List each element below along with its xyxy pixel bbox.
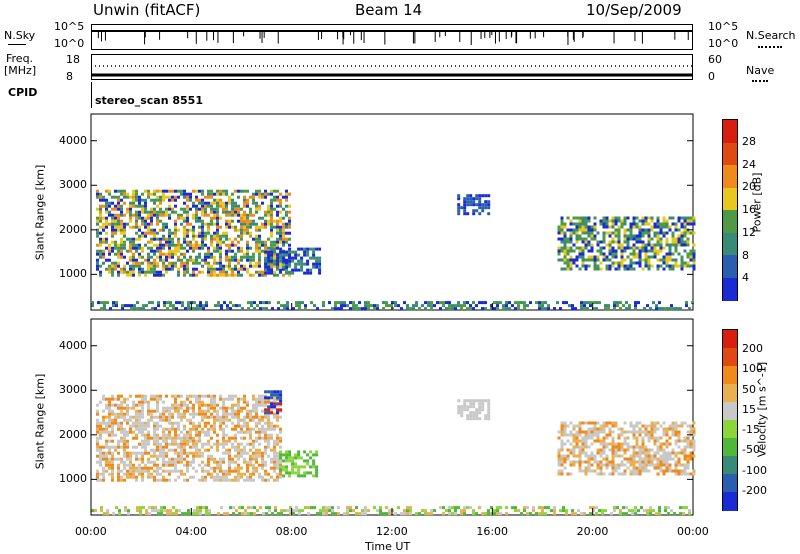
y-tick-label: 3000 [59, 178, 87, 192]
colorbar-tick-label: -200 [742, 483, 767, 497]
colorbar-segment [723, 142, 737, 166]
colorbar-segment [723, 366, 737, 385]
nsky-label: N.Sky [4, 29, 36, 42]
nave-label: Nave [746, 64, 775, 77]
colorbar-tick-label: 100 [742, 362, 763, 376]
power-colorbar [722, 119, 738, 301]
data-region-1-5 [91, 506, 691, 516]
plot-frame-1 [90, 318, 694, 516]
colorbar-segment [723, 474, 737, 493]
colorbar-segment [723, 438, 737, 457]
freq-label-2: [MHz] [4, 64, 37, 77]
colorbar-segment [723, 348, 737, 367]
colorbar-segment [723, 120, 737, 144]
cpid-label: CPID [8, 86, 38, 99]
data-region-1-2 [279, 450, 319, 478]
colorbar-tick-label: -15 [742, 423, 760, 437]
colorbar-tick-label: 4 [742, 271, 749, 285]
colorbar-segment [723, 277, 737, 301]
nsearch-legend-line [758, 46, 782, 48]
power-ylabel: Slant Range [km] [33, 164, 47, 261]
nave-legend-line [752, 80, 768, 82]
x-tick-label: 20:00 [576, 525, 609, 538]
x-tick-label: 08:00 [275, 525, 308, 538]
plot-frame-0 [90, 113, 694, 311]
freq-tick-lo: 8 [66, 70, 73, 83]
colorbar-tick-label: 24 [742, 157, 756, 171]
colorbar-segment [723, 456, 737, 475]
data-region-0-3 [557, 216, 696, 271]
y-tick-label: 1000 [59, 267, 87, 281]
colorbar-segment [723, 402, 737, 421]
y-tick-label: 4000 [59, 133, 87, 147]
colorbar-tick-label: 16 [742, 203, 756, 216]
nsearch-label: N.Search [746, 29, 796, 42]
nsearch-tick-lo: 10^0 [708, 37, 739, 50]
freq-tick-hi: 18 [66, 53, 80, 66]
colorbar-segment [723, 165, 737, 189]
nsky-tick-lo: 10^0 [54, 37, 85, 50]
y-tick-label: 3000 [59, 383, 87, 397]
colorbar-tick-label: 200 [742, 342, 763, 356]
colorbar-segment [723, 210, 737, 234]
nsky-panel [91, 24, 693, 50]
nsky-legend-line [8, 44, 26, 45]
nave-tick-lo: 0 [708, 70, 715, 83]
date-title: 10/Sep/2009 [586, 1, 682, 19]
colorbar-tick-label: 8 [742, 248, 749, 262]
x-tick-label: 12:00 [376, 525, 408, 538]
cpid-panel [91, 82, 693, 108]
x-tick-label: 04:00 [175, 525, 208, 538]
data-region-0-2 [457, 194, 491, 216]
data-region-1-3 [457, 399, 491, 421]
freq-label-1: Freq. [6, 52, 34, 65]
colorbar-tick-label: -100 [742, 463, 767, 477]
colorbar-tick-label: 50 [742, 382, 756, 396]
velocity-ylabel: Slant Range [km] [33, 373, 47, 470]
y-tick-label: 2000 [59, 222, 87, 236]
data-region-0-4 [91, 301, 694, 311]
colorbar-segment [723, 232, 737, 256]
data-region-1-1 [264, 390, 283, 415]
nsky-tick-hi: 10^5 [54, 20, 85, 33]
velocity-colorbar [722, 329, 738, 511]
data-region-0-0 [96, 189, 291, 277]
y-tick-label: 4000 [59, 338, 87, 352]
y-tick-label: 2000 [59, 427, 87, 441]
x-tick-label: 00:00 [75, 525, 107, 538]
colorbar-tick-label: -50 [742, 443, 760, 457]
colorbar-segment [723, 255, 737, 279]
colorbar-tick-label: 28 [742, 134, 756, 148]
colorbar-tick-label: 12 [742, 225, 756, 239]
colorbar-segment [723, 420, 737, 439]
nsearch-tick-hi: 10^5 [708, 20, 739, 33]
station-title: Unwin (fitACF) [93, 1, 201, 19]
cpid-value: stereo_scan 8551 [95, 94, 203, 107]
x-axis-label: Time UT [365, 540, 411, 553]
x-tick-label: 00:00 [677, 525, 709, 538]
colorbar-segment [723, 187, 737, 211]
beam-title: Beam 14 [355, 1, 423, 19]
data-region-1-4 [557, 421, 696, 476]
y-tick-label: 1000 [59, 472, 87, 486]
data-region-0-1 [264, 247, 322, 275]
colorbar-segment [723, 384, 737, 403]
colorbar-segment [723, 330, 737, 349]
colorbar-tick-label: 15 [742, 402, 756, 416]
colorbar-tick-label: 20 [742, 180, 756, 194]
nave-tick-hi: 60 [708, 53, 722, 66]
data-region-1-0 [96, 394, 282, 482]
x-tick-label: 16:00 [476, 525, 509, 538]
colorbar-segment [723, 492, 737, 511]
